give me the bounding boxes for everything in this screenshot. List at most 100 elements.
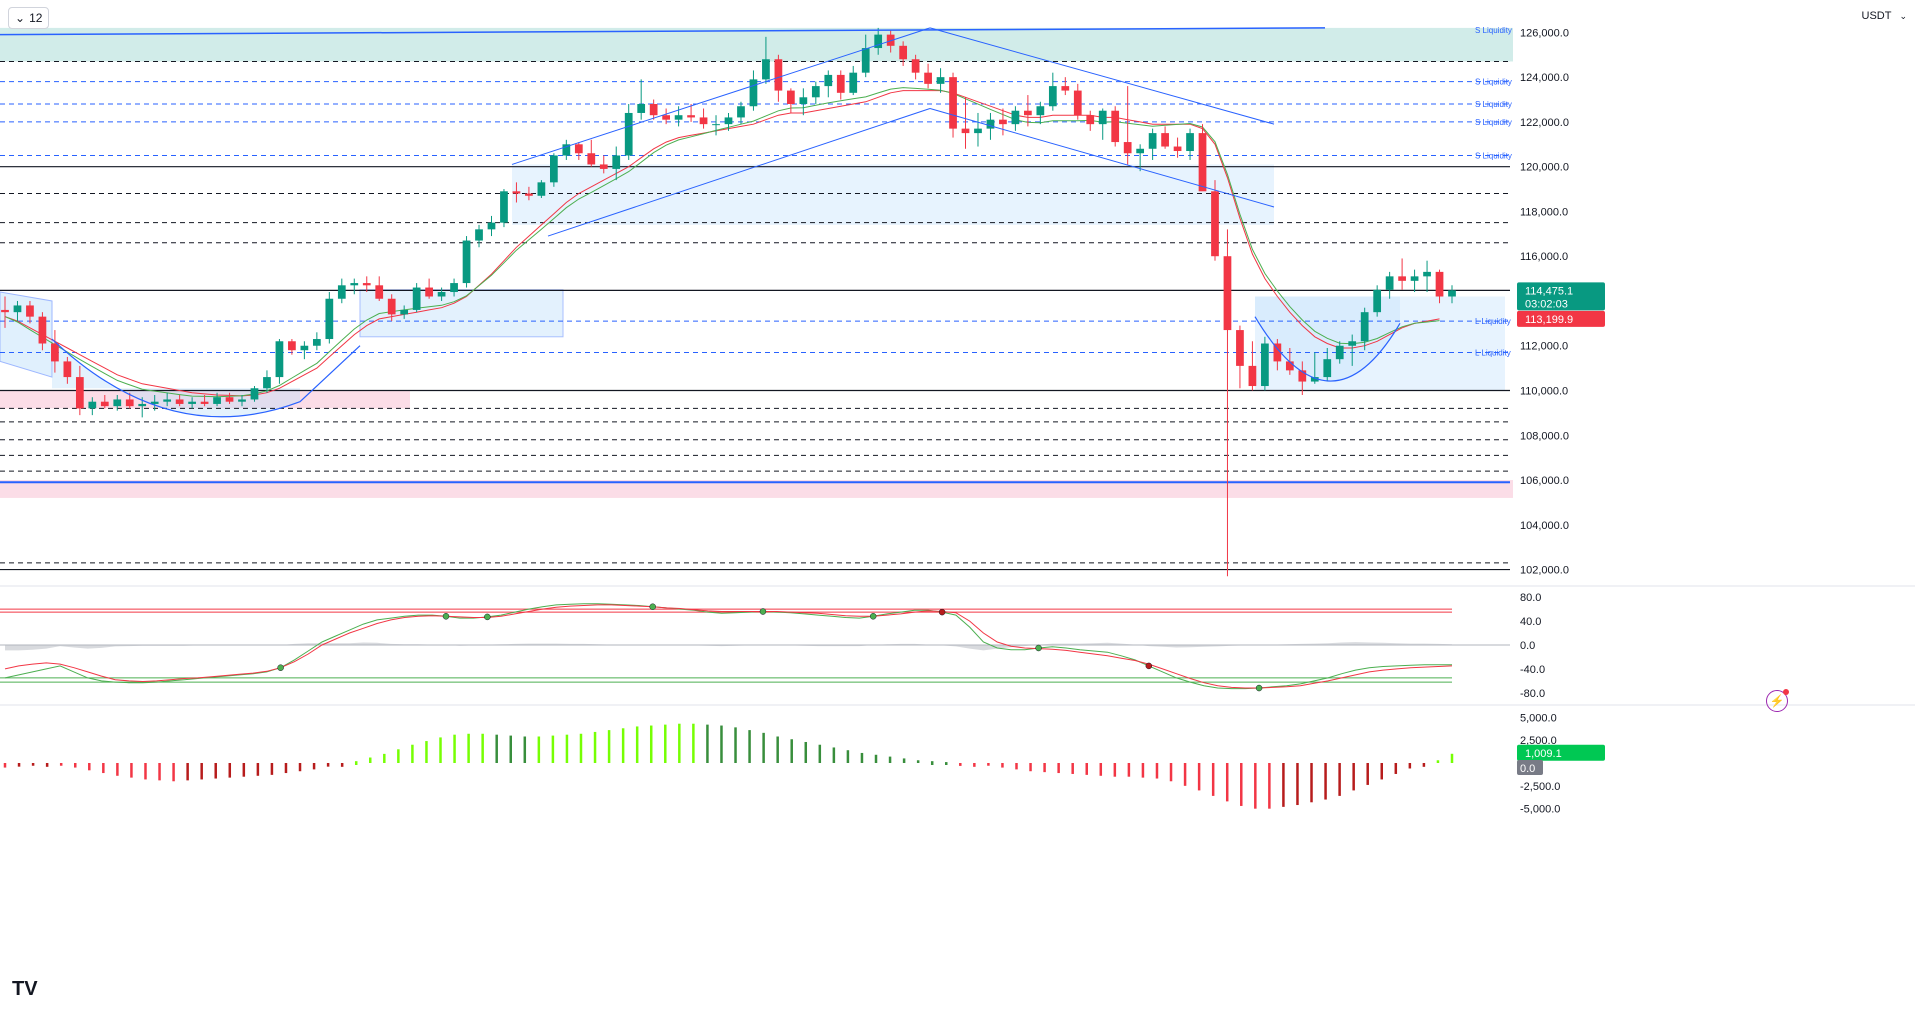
candle-body bbox=[88, 401, 97, 409]
candle bbox=[612, 146, 621, 181]
zero-badge-label: 0.0 bbox=[1520, 763, 1535, 775]
currency-label: USDT bbox=[1861, 10, 1892, 22]
arc-line bbox=[1254, 316, 1401, 382]
candle bbox=[1398, 258, 1406, 290]
candle-body bbox=[974, 128, 982, 134]
candle-body bbox=[1148, 133, 1157, 149]
candle-body bbox=[712, 124, 720, 126]
candle-body bbox=[113, 399, 122, 407]
candle-body bbox=[362, 283, 371, 286]
candle-body bbox=[1448, 290, 1456, 297]
candle-body bbox=[38, 316, 47, 344]
axis-background bbox=[1513, 0, 1915, 1016]
price-badge bbox=[1517, 310, 1605, 327]
candle-body bbox=[999, 119, 1007, 125]
candle bbox=[275, 339, 284, 384]
candle bbox=[475, 224, 483, 248]
candle bbox=[1024, 95, 1032, 127]
candle bbox=[562, 139, 571, 160]
candle bbox=[200, 394, 209, 407]
timeframe-button[interactable]: ⌄ 12 bbox=[8, 7, 50, 29]
candle-body bbox=[75, 377, 84, 409]
drawing-layer bbox=[0, 27, 1513, 498]
axis-tick-label: 116,000.0 bbox=[1520, 251, 1568, 263]
candle bbox=[1335, 341, 1344, 364]
candle bbox=[1, 296, 9, 328]
candle bbox=[1348, 334, 1357, 366]
channel-box bbox=[512, 164, 1274, 225]
candle-body bbox=[188, 401, 196, 404]
candle bbox=[1410, 269, 1419, 293]
candle-body bbox=[886, 34, 895, 46]
candle bbox=[400, 305, 409, 319]
candle bbox=[974, 112, 982, 147]
candle-body bbox=[1435, 271, 1444, 297]
currency-selector[interactable]: USDT ⌄ bbox=[1862, 10, 1908, 22]
candle bbox=[337, 278, 346, 304]
candle-body bbox=[462, 240, 471, 284]
candle bbox=[861, 34, 870, 78]
candle-body bbox=[1011, 110, 1020, 125]
stochastic-line bbox=[4, 604, 1453, 689]
candle-body bbox=[749, 79, 758, 107]
liquidity-label: S Liquidity bbox=[1475, 26, 1512, 35]
moving-average-green bbox=[4, 87, 1440, 398]
candle-body bbox=[874, 34, 883, 49]
candle-body bbox=[1198, 133, 1207, 192]
axis-tick-label: -5,000.0 bbox=[1520, 804, 1560, 816]
candle-body bbox=[125, 399, 134, 407]
candle bbox=[549, 153, 558, 187]
candle bbox=[288, 339, 296, 355]
candle bbox=[811, 81, 820, 105]
candle-body bbox=[1211, 191, 1219, 257]
candle-body bbox=[599, 164, 608, 169]
candle bbox=[1123, 86, 1132, 165]
candle bbox=[986, 112, 995, 140]
candle-body bbox=[1098, 110, 1107, 125]
candles bbox=[1, 27, 1456, 577]
candle bbox=[26, 300, 34, 324]
price-badge-label: 03:02:03 bbox=[1525, 298, 1568, 310]
candle-body bbox=[849, 72, 858, 93]
lightning-alert-icon[interactable]: ⚡ bbox=[1766, 689, 1789, 712]
channel-line bbox=[511, 27, 931, 165]
candle-body bbox=[13, 305, 22, 313]
crossover-dot bbox=[1035, 644, 1042, 652]
candle-body bbox=[288, 341, 296, 351]
candle bbox=[1373, 285, 1382, 317]
axis-tick-label: 80.0 bbox=[1520, 592, 1541, 604]
candle-body bbox=[487, 222, 496, 230]
candle bbox=[225, 392, 234, 404]
candle bbox=[150, 394, 159, 411]
candle bbox=[1198, 124, 1207, 192]
axis-tick-label: -2,500.0 bbox=[1520, 781, 1560, 793]
tradingview-logo-icon[interactable]: TV bbox=[12, 978, 38, 1000]
candle bbox=[1360, 307, 1369, 351]
candle-body bbox=[924, 72, 932, 84]
liquidity-label: S Liquidity bbox=[1475, 151, 1512, 160]
candle bbox=[1173, 137, 1182, 158]
candle-body bbox=[1086, 115, 1095, 125]
candle bbox=[949, 72, 957, 138]
momentum-area bbox=[5, 642, 1452, 651]
candle bbox=[125, 392, 134, 409]
candle-body bbox=[175, 399, 184, 404]
candle-body bbox=[200, 401, 209, 404]
candle bbox=[1385, 271, 1394, 299]
candle bbox=[886, 30, 895, 53]
timeframe-label: 12 bbox=[29, 11, 43, 25]
candle-body bbox=[1136, 148, 1145, 154]
candle-body bbox=[587, 153, 596, 165]
candle bbox=[1036, 101, 1045, 125]
candle bbox=[1298, 361, 1307, 395]
arc-zone bbox=[52, 339, 300, 417]
candle bbox=[163, 392, 172, 407]
candle-body bbox=[387, 298, 396, 315]
candle bbox=[749, 70, 758, 111]
candle bbox=[113, 394, 122, 411]
candle-body bbox=[1348, 341, 1357, 346]
candle bbox=[1273, 339, 1282, 371]
candle bbox=[51, 330, 59, 373]
